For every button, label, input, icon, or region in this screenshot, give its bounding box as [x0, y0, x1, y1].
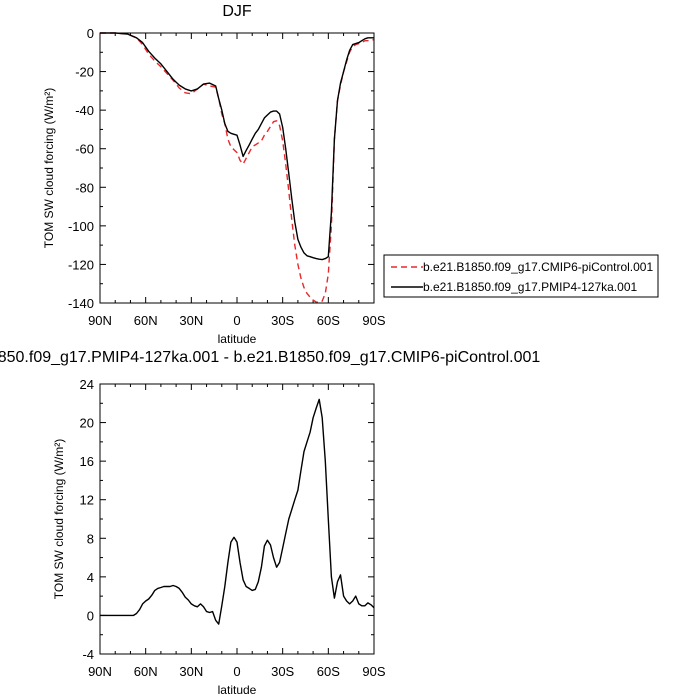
x-tick-label: 30S [271, 313, 294, 328]
y-tick-label: -140 [68, 296, 94, 311]
legend-label-picontrol: b.e21.B1850.f09_g17.CMIP6-piControl.001 [423, 260, 653, 274]
y-tick-label: -100 [68, 219, 94, 234]
x-tick-label: 60N [134, 664, 158, 679]
y-tick-label: 4 [87, 570, 94, 585]
y-tick-label: 8 [87, 531, 94, 546]
y-tick-label: 12 [80, 493, 94, 508]
bottom-chart-xlabel: latitude [218, 683, 257, 697]
top-chart-series [100, 32, 374, 304]
y-tick-label: -4 [82, 647, 94, 662]
y-tick-label: 24 [80, 377, 94, 392]
x-tick-label: 60S [317, 313, 340, 328]
y-tick-label: -80 [75, 180, 94, 195]
bottom-chart: b.e21.B1850.f09_g17.PMIP4-127ka.001 - b.… [0, 349, 540, 697]
top-chart-xlabel: latitude [218, 332, 257, 346]
y-tick-label: -120 [68, 257, 94, 272]
top-chart-ticks: 90N 60N 30N 0 30S 60S 90S -140 -120 -100 -80 -60 -40… [68, 26, 386, 328]
top-chart: DJF 90N 60N 30N 0 30S 60S 90S -140 -120 -100 -80 -6… [42, 3, 386, 346]
top-chart-ylabel: TOM SW cloud forcing (W/m²) [42, 88, 56, 248]
x-tick-label: 0 [233, 664, 240, 679]
top-chart-title: DJF [222, 3, 252, 20]
series-line-difference [100, 398, 375, 625]
series-line-pmip4 [100, 32, 374, 261]
legend: b.e21.B1850.f09_g17.CMIP6-piControl.001 … [383, 254, 659, 298]
x-tick-label: 90S [362, 664, 385, 679]
bottom-chart-frame [99, 383, 375, 655]
y-tick-label: 0 [87, 26, 94, 41]
x-tick-label: 60N [134, 313, 158, 328]
x-tick-label: 30N [179, 313, 203, 328]
x-tick-label: 60S [317, 664, 340, 679]
top-chart-frame [99, 32, 375, 304]
x-tick-label: 90S [362, 313, 385, 328]
x-tick-label: 90N [88, 664, 112, 679]
bottom-chart-title: b.e21.B1850.f09_g17.PMIP4-127ka.001 - b.… [0, 349, 540, 366]
y-tick-label: -60 [75, 142, 94, 157]
y-tick-label: -40 [75, 103, 94, 118]
y-tick-label: 20 [80, 416, 94, 431]
bottom-chart-ticks: 90N 60N 30N 0 30S 60S 90S -4 0 4 8 12 16 20 24 [80, 377, 386, 679]
bottom-chart-series [100, 398, 375, 625]
x-tick-label: 30S [271, 664, 294, 679]
y-tick-label: 16 [80, 454, 94, 469]
legend-box [383, 254, 659, 298]
x-tick-label: 0 [233, 313, 240, 328]
y-tick-label: 0 [87, 608, 94, 623]
y-tick-label: -20 [75, 65, 94, 80]
x-tick-label: 30N [179, 664, 203, 679]
x-tick-label: 90N [88, 313, 112, 328]
legend-label-pmip4: b.e21.B1850.f09_g17.PMIP4-127ka.001 [423, 280, 637, 294]
bottom-chart-ylabel: TOM SW cloud forcing (W/m²) [52, 439, 66, 599]
